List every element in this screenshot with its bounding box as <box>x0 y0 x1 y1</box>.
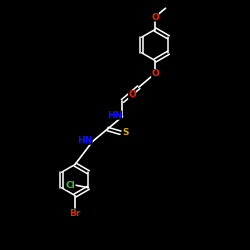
Text: O: O <box>151 69 159 78</box>
Text: HN: HN <box>78 136 92 145</box>
Text: Br: Br <box>69 208 81 218</box>
Text: S: S <box>123 128 129 137</box>
Text: O: O <box>151 12 159 22</box>
Text: Cl: Cl <box>66 181 75 190</box>
Text: O: O <box>128 90 136 99</box>
Text: HN: HN <box>107 111 122 120</box>
